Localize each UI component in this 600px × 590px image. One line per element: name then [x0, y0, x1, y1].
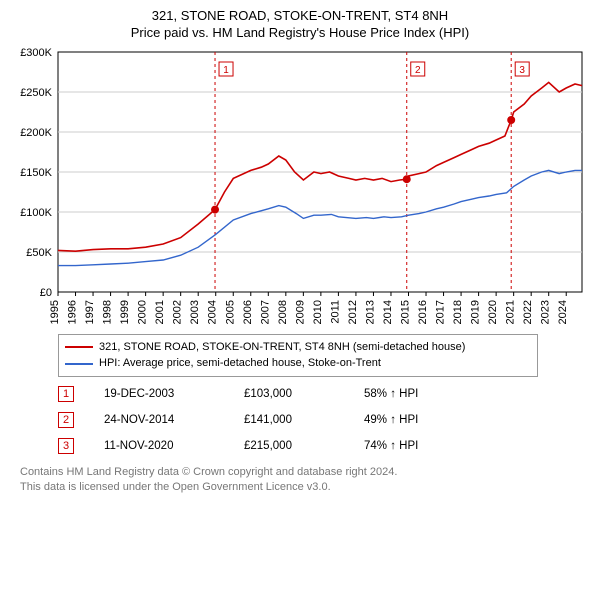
svg-text:2009: 2009 — [294, 300, 306, 324]
marker-price: £215,000 — [244, 440, 334, 452]
svg-text:2024: 2024 — [557, 300, 569, 324]
marker-date: 19-DEC-2003 — [104, 388, 214, 400]
svg-text:1: 1 — [223, 65, 229, 76]
legend: 321, STONE ROAD, STOKE-ON-TRENT, ST4 8NH… — [58, 334, 538, 377]
svg-text:£250K: £250K — [20, 87, 52, 99]
svg-text:2011: 2011 — [329, 300, 341, 324]
svg-text:1995: 1995 — [49, 300, 61, 324]
svg-text:2013: 2013 — [364, 300, 376, 324]
svg-text:2017: 2017 — [435, 300, 447, 324]
svg-text:2022: 2022 — [522, 300, 534, 324]
chart-area: £0 £50K £100K £150K £200K £250K £300K 1995 1996 1… — [10, 48, 590, 328]
svg-text:2019: 2019 — [470, 300, 482, 324]
svg-text:£0: £0 — [40, 287, 52, 299]
title-line-1: 321, STONE ROAD, STOKE-ON-TRENT, ST4 8NH — [10, 8, 590, 25]
marker-row: 3 11-NOV-2020 £215,000 74% ↑ HPI — [58, 433, 590, 459]
marker-row: 2 24-NOV-2014 £141,000 49% ↑ HPI — [58, 407, 590, 433]
footer-line-1: Contains HM Land Registry data © Crown c… — [20, 465, 590, 480]
attribution-footer: Contains HM Land Registry data © Crown c… — [20, 465, 590, 495]
legend-item: 321, STONE ROAD, STOKE-ON-TRENT, ST4 8NH… — [65, 339, 531, 356]
legend-label: HPI: Average price, semi-detached house,… — [99, 355, 381, 372]
marker-pct: 58% ↑ HPI — [364, 388, 464, 400]
svg-text:2014: 2014 — [382, 300, 394, 324]
marker-date: 24-NOV-2014 — [104, 414, 214, 426]
legend-label: 321, STONE ROAD, STOKE-ON-TRENT, ST4 8NH… — [99, 339, 465, 356]
svg-text:2003: 2003 — [189, 300, 201, 324]
svg-text:3: 3 — [519, 65, 525, 76]
svg-text:2023: 2023 — [540, 300, 552, 324]
svg-text:1998: 1998 — [102, 300, 114, 324]
marker-date: 11-NOV-2020 — [104, 440, 214, 452]
marker-pct: 74% ↑ HPI — [364, 440, 464, 452]
marker-table: 1 19-DEC-2003 £103,000 58% ↑ HPI 2 24-NOV-201… — [58, 381, 590, 459]
svg-text:2001: 2001 — [154, 300, 166, 324]
legend-item: HPI: Average price, semi-detached house,… — [65, 355, 531, 372]
svg-text:2008: 2008 — [277, 300, 289, 324]
footer-line-2: This data is licensed under the Open Gov… — [20, 480, 590, 495]
legend-swatch — [65, 363, 93, 365]
svg-text:2002: 2002 — [172, 300, 184, 324]
svg-text:1996: 1996 — [67, 300, 79, 324]
svg-text:2021: 2021 — [505, 300, 517, 324]
title-line-2: Price paid vs. HM Land Registry's House … — [10, 25, 590, 42]
marker-pct: 49% ↑ HPI — [364, 414, 464, 426]
marker-price: £141,000 — [244, 414, 334, 426]
marker-price: £103,000 — [244, 388, 334, 400]
svg-text:1997: 1997 — [84, 300, 96, 324]
svg-text:2005: 2005 — [224, 300, 236, 324]
svg-text:£50K: £50K — [26, 247, 52, 259]
legend-swatch — [65, 346, 93, 348]
svg-text:2018: 2018 — [452, 300, 464, 324]
svg-text:£150K: £150K — [20, 167, 52, 179]
svg-text:2012: 2012 — [347, 300, 359, 324]
svg-text:2020: 2020 — [487, 300, 499, 324]
svg-text:2010: 2010 — [312, 300, 324, 324]
svg-text:£200K: £200K — [20, 127, 52, 139]
marker-badge: 1 — [58, 386, 74, 402]
svg-text:2016: 2016 — [417, 300, 429, 324]
chart-container: 321, STONE ROAD, STOKE-ON-TRENT, ST4 8NH… — [0, 0, 600, 590]
marker-badge: 2 — [58, 412, 74, 428]
marker-row: 1 19-DEC-2003 £103,000 58% ↑ HPI — [58, 381, 590, 407]
svg-text:2000: 2000 — [137, 300, 149, 324]
svg-text:£300K: £300K — [20, 48, 52, 59]
price-chart: £0 £50K £100K £150K £200K £250K £300K 1995 1996 1… — [10, 48, 590, 328]
svg-text:2: 2 — [415, 65, 421, 76]
svg-text:2007: 2007 — [259, 300, 271, 324]
svg-text:1999: 1999 — [119, 300, 131, 324]
svg-text:2006: 2006 — [242, 300, 254, 324]
marker-badge: 3 — [58, 438, 74, 454]
svg-text:2015: 2015 — [400, 300, 412, 324]
svg-text:2004: 2004 — [207, 300, 219, 324]
svg-text:£100K: £100K — [20, 207, 52, 219]
